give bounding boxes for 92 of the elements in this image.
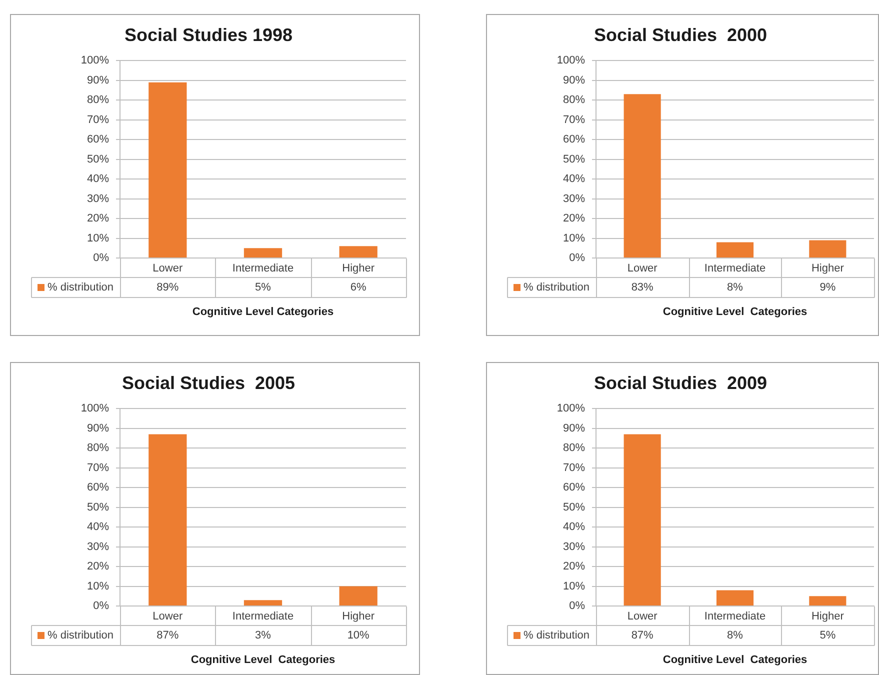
- y-tick-label: 20%: [86, 212, 110, 225]
- x-tick-label: Higher: [342, 610, 375, 623]
- bar: [809, 596, 846, 606]
- bar: [339, 246, 378, 258]
- y-tick-label: 80%: [86, 94, 110, 106]
- x-tick-label: Lower: [152, 262, 183, 275]
- data-label: 89%: [156, 282, 179, 294]
- x-tick-label: Lower: [627, 262, 658, 275]
- legend-label: % distribution: [524, 630, 590, 642]
- y-tick-label: 40%: [562, 521, 586, 534]
- y-tick-label: 60%: [86, 134, 110, 146]
- y-tick-label: 40%: [86, 521, 110, 534]
- y-tick-label: 0%: [569, 252, 586, 264]
- bar: [716, 242, 754, 258]
- y-tick-label: 0%: [93, 252, 110, 264]
- bar: [148, 82, 187, 258]
- y-tick-label: 90%: [562, 422, 586, 434]
- bar: [244, 600, 282, 606]
- x-tick-label: Higher: [342, 262, 375, 275]
- y-tick-label: 50%: [562, 153, 586, 166]
- y-tick-label: 10%: [86, 580, 110, 592]
- y-tick-label: 60%: [562, 482, 586, 494]
- y-tick-label: 100%: [556, 402, 586, 415]
- data-label: 6%: [350, 282, 366, 294]
- y-tick-label: 70%: [86, 462, 110, 474]
- x-axis-title: Cognitive Level Categories: [662, 306, 808, 318]
- y-tick-label: 0%: [569, 600, 586, 612]
- data-label: 8%: [727, 282, 744, 294]
- x-tick-label: Intermediate: [232, 610, 294, 623]
- data-label: 8%: [727, 630, 744, 642]
- y-tick-label: 0%: [93, 600, 110, 612]
- y-tick-label: 60%: [562, 134, 586, 146]
- y-tick-label: 50%: [86, 501, 110, 514]
- x-tick-label: Higher: [811, 610, 844, 623]
- bar: [339, 586, 378, 606]
- y-tick-label: 90%: [86, 74, 110, 86]
- x-tick-label: Intermediate: [704, 262, 766, 275]
- y-tick-label: 30%: [86, 192, 110, 205]
- y-tick-label: 100%: [80, 54, 110, 67]
- y-tick-label: 70%: [562, 114, 586, 126]
- legend-label: % distribution: [48, 630, 114, 642]
- y-tick-label: 80%: [86, 442, 110, 454]
- x-tick-label: Intermediate: [232, 262, 294, 275]
- y-tick-label: 70%: [562, 462, 586, 474]
- y-tick-label: 70%: [86, 114, 110, 126]
- y-tick-label: 40%: [86, 173, 110, 186]
- chart-title: Social Studies 2005: [122, 372, 296, 393]
- data-label: 9%: [820, 282, 836, 294]
- y-tick-label: 100%: [556, 54, 586, 67]
- bar: [716, 590, 754, 606]
- chart-title: Social Studies 1998: [124, 24, 293, 45]
- y-tick-label: 80%: [562, 442, 586, 454]
- bar: [244, 248, 282, 258]
- y-tick-label: 50%: [562, 501, 586, 514]
- y-tick-label: 10%: [562, 580, 586, 592]
- x-axis-title: Cognitive Level Categories: [662, 654, 808, 666]
- bar: [624, 434, 661, 606]
- y-tick-label: 30%: [86, 540, 110, 553]
- y-tick-label: 100%: [80, 402, 110, 415]
- x-tick-label: Intermediate: [704, 610, 766, 623]
- bar: [624, 94, 661, 258]
- data-label: 87%: [631, 630, 654, 642]
- bar: [809, 240, 846, 258]
- data-label: 5%: [255, 282, 272, 294]
- y-tick-label: 90%: [86, 422, 110, 434]
- y-tick-label: 50%: [86, 153, 110, 166]
- data-label: 5%: [820, 630, 836, 642]
- y-tick-label: 10%: [86, 232, 110, 244]
- y-tick-label: 20%: [86, 560, 110, 573]
- data-label: 3%: [255, 630, 272, 642]
- data-label: 87%: [156, 630, 179, 642]
- y-tick-label: 90%: [562, 74, 586, 86]
- y-tick-label: 30%: [562, 192, 586, 205]
- data-label: 10%: [347, 630, 370, 642]
- y-tick-label: 10%: [562, 232, 586, 244]
- y-tick-label: 30%: [562, 540, 586, 553]
- x-tick-label: Lower: [627, 610, 658, 623]
- x-axis-title: Cognitive Level Categories: [192, 306, 334, 318]
- bar: [148, 434, 187, 606]
- data-label: 83%: [631, 282, 654, 294]
- x-tick-label: Lower: [152, 610, 183, 623]
- y-tick-label: 40%: [562, 173, 586, 186]
- y-tick-label: 60%: [86, 482, 110, 494]
- legend-label: % distribution: [48, 282, 114, 294]
- chart-title: Social Studies 2000: [594, 24, 768, 45]
- y-tick-label: 20%: [562, 212, 586, 225]
- y-tick-label: 20%: [562, 560, 586, 573]
- legend-label: % distribution: [524, 282, 590, 294]
- chart-title: Social Studies 2009: [594, 372, 768, 393]
- y-tick-label: 80%: [562, 94, 586, 106]
- x-tick-label: Higher: [811, 262, 844, 275]
- x-axis-title: Cognitive Level Categories: [190, 654, 336, 666]
